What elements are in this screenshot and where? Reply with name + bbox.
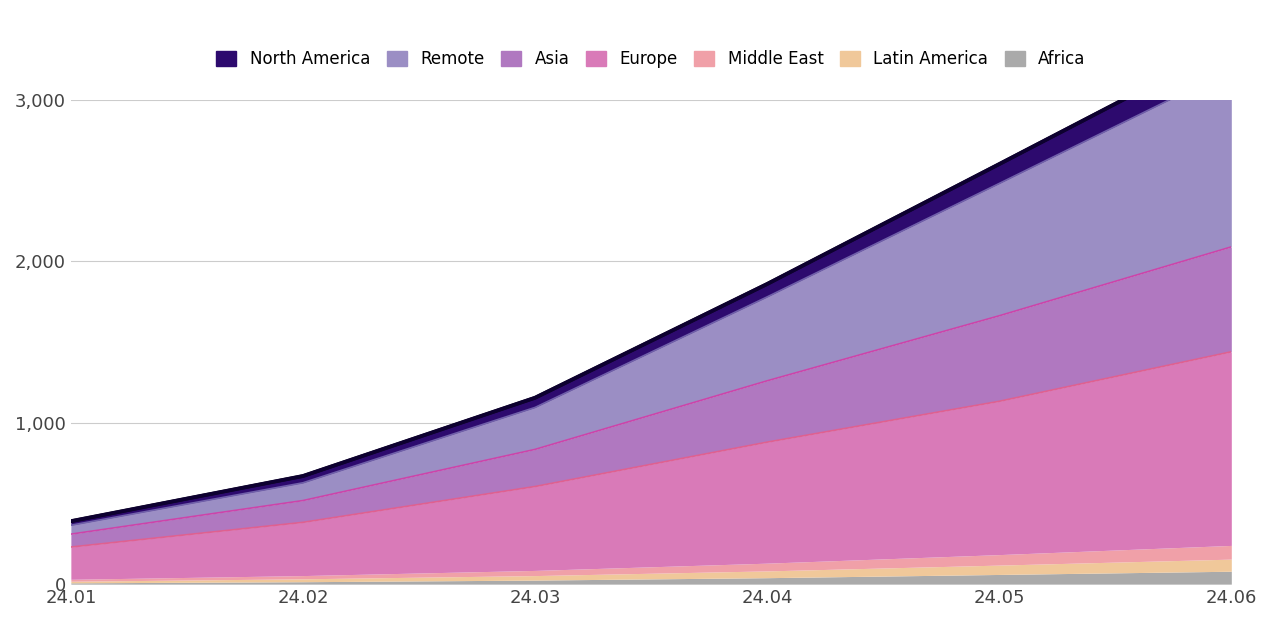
Legend: North America, Remote, Asia, Europe, Middle East, Latin America, Africa: North America, Remote, Asia, Europe, Mid… xyxy=(211,45,1090,73)
